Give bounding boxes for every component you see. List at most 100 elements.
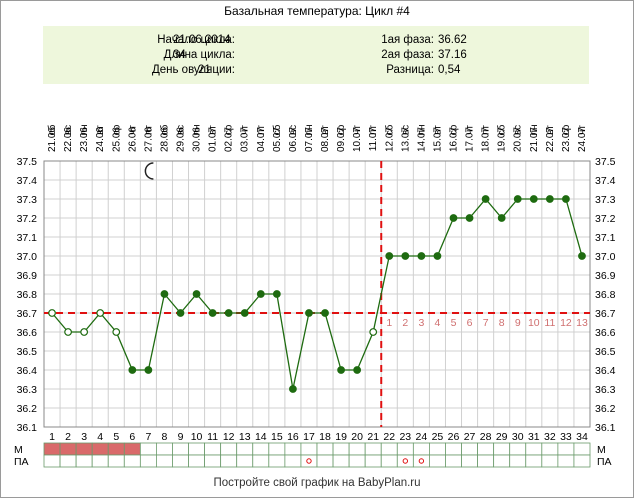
date-label: 09.07 bbox=[336, 127, 347, 152]
phase2-count-label: 5 bbox=[451, 317, 457, 329]
day-number-label: 8 bbox=[162, 431, 168, 443]
menses-cell bbox=[284, 442, 302, 456]
pa-cell bbox=[188, 454, 205, 468]
day-number-label: 27 bbox=[464, 431, 476, 443]
menses-cell bbox=[525, 442, 543, 456]
temperature-point bbox=[353, 366, 362, 374]
day-number-label: 9 bbox=[178, 431, 184, 443]
temperature-point bbox=[562, 195, 570, 203]
temperature-point bbox=[481, 195, 490, 203]
y-tick-label-right: 37.4 bbox=[595, 175, 616, 187]
day-number-label: 6 bbox=[129, 431, 135, 443]
menses-cell bbox=[43, 442, 61, 456]
pa-cell bbox=[268, 454, 286, 468]
menses-cell bbox=[332, 442, 350, 456]
pa-row-label-left: ПА bbox=[14, 456, 29, 468]
date-label: 22.06 bbox=[63, 127, 74, 152]
menses-cell bbox=[380, 442, 398, 456]
date-label: 13.07 bbox=[400, 127, 411, 152]
weekday-label: вт bbox=[545, 125, 556, 135]
day-number-label: 29 bbox=[496, 431, 508, 443]
menses-cell bbox=[123, 442, 141, 456]
pa-cell bbox=[59, 454, 77, 468]
temperature-point bbox=[513, 195, 522, 203]
date-label: 05.07 bbox=[272, 127, 283, 152]
phase2-count-label: 13 bbox=[576, 317, 588, 329]
pa-cell bbox=[461, 454, 478, 468]
plot-border bbox=[43, 160, 591, 428]
y-tick-label-right: 36.9 bbox=[595, 270, 616, 282]
menses-cell bbox=[477, 442, 495, 456]
date-label: 21.06 bbox=[47, 127, 58, 152]
day-number-label: 21 bbox=[367, 431, 379, 443]
day-number-label: 26 bbox=[448, 431, 460, 443]
cycle-length-label: Длина цикла: bbox=[163, 49, 235, 61]
temperature-point bbox=[192, 290, 201, 298]
date-label: 23.06 bbox=[79, 127, 90, 152]
temperature-line bbox=[51, 197, 583, 390]
weekday-label: пн bbox=[79, 125, 90, 136]
y-tick-label-left: 36.4 bbox=[17, 365, 38, 377]
weekday-label: вс bbox=[63, 125, 74, 135]
temperature-point bbox=[433, 252, 442, 260]
menses-cell bbox=[75, 442, 93, 456]
phase1-label: 1ая фаза: bbox=[381, 34, 434, 46]
temperature-point bbox=[337, 366, 345, 374]
pa-cell bbox=[316, 454, 334, 468]
day-number-label: 13 bbox=[239, 431, 251, 443]
y-tick-label-left: 37.1 bbox=[17, 232, 38, 244]
weekday-label: пн bbox=[192, 125, 203, 136]
date-label: 20.07 bbox=[513, 127, 524, 152]
pa-cell bbox=[380, 454, 398, 468]
menses-cell bbox=[316, 442, 334, 456]
y-tick-label-left: 36.6 bbox=[17, 327, 38, 339]
weekday-label: чт bbox=[465, 125, 476, 135]
temperature-point bbox=[144, 366, 153, 374]
date-label: 26.06 bbox=[127, 127, 138, 152]
pa-cell bbox=[493, 454, 511, 468]
date-label: 17.07 bbox=[465, 127, 476, 152]
day-number-label: 33 bbox=[560, 431, 572, 443]
pa-cell bbox=[252, 454, 270, 468]
y-tick-label-left: 36.5 bbox=[17, 346, 38, 358]
weekday-label: вс bbox=[176, 125, 187, 135]
temperature-point bbox=[401, 252, 410, 260]
pa-cell bbox=[172, 454, 189, 468]
date-label: 07.07 bbox=[304, 127, 315, 152]
weekday-label: сб bbox=[383, 124, 395, 135]
pa-cell bbox=[364, 454, 382, 468]
menses-cell bbox=[220, 442, 238, 456]
day-number-label: 24 bbox=[416, 431, 428, 443]
weekday-label: пн bbox=[416, 125, 427, 136]
footer-link[interactable]: Постройте свой график на BabyPlan.ru bbox=[213, 477, 421, 489]
pa-mark bbox=[306, 458, 312, 464]
pa-cell bbox=[43, 454, 61, 468]
pa-cell bbox=[91, 454, 109, 468]
day-number-label: 20 bbox=[351, 431, 363, 443]
temperature-point bbox=[449, 214, 458, 222]
y-tick-label-right: 37.1 bbox=[595, 232, 616, 244]
date-label: 29.06 bbox=[176, 127, 187, 152]
temperature-point bbox=[48, 309, 56, 317]
pa-cell bbox=[156, 454, 173, 468]
weekday-label: ср bbox=[449, 124, 460, 135]
day-number-label: 22 bbox=[383, 431, 395, 443]
phase2-count-label: 1 bbox=[386, 317, 392, 329]
menses-cell bbox=[59, 442, 77, 456]
temperature-point bbox=[305, 309, 313, 317]
cycle-start-value: 21.06.2014 bbox=[173, 34, 231, 46]
menses-cell bbox=[252, 442, 270, 456]
weekday-label: вс bbox=[288, 125, 299, 135]
weekday-label: пн bbox=[529, 125, 540, 136]
y-tick-label-right: 37.3 bbox=[595, 194, 616, 206]
day-number-label: 3 bbox=[81, 431, 87, 443]
phase1-value: 36.62 bbox=[438, 34, 467, 46]
day-number-label: 1 bbox=[49, 431, 55, 443]
temperature-point bbox=[417, 252, 426, 260]
date-label: 24.07 bbox=[577, 127, 588, 152]
pa-mark bbox=[402, 458, 409, 464]
y-tick-label-right: 36.6 bbox=[595, 327, 616, 339]
day-number-label: 14 bbox=[255, 431, 267, 443]
date-label: 24.06 bbox=[95, 127, 106, 152]
temperature-point bbox=[64, 328, 72, 336]
